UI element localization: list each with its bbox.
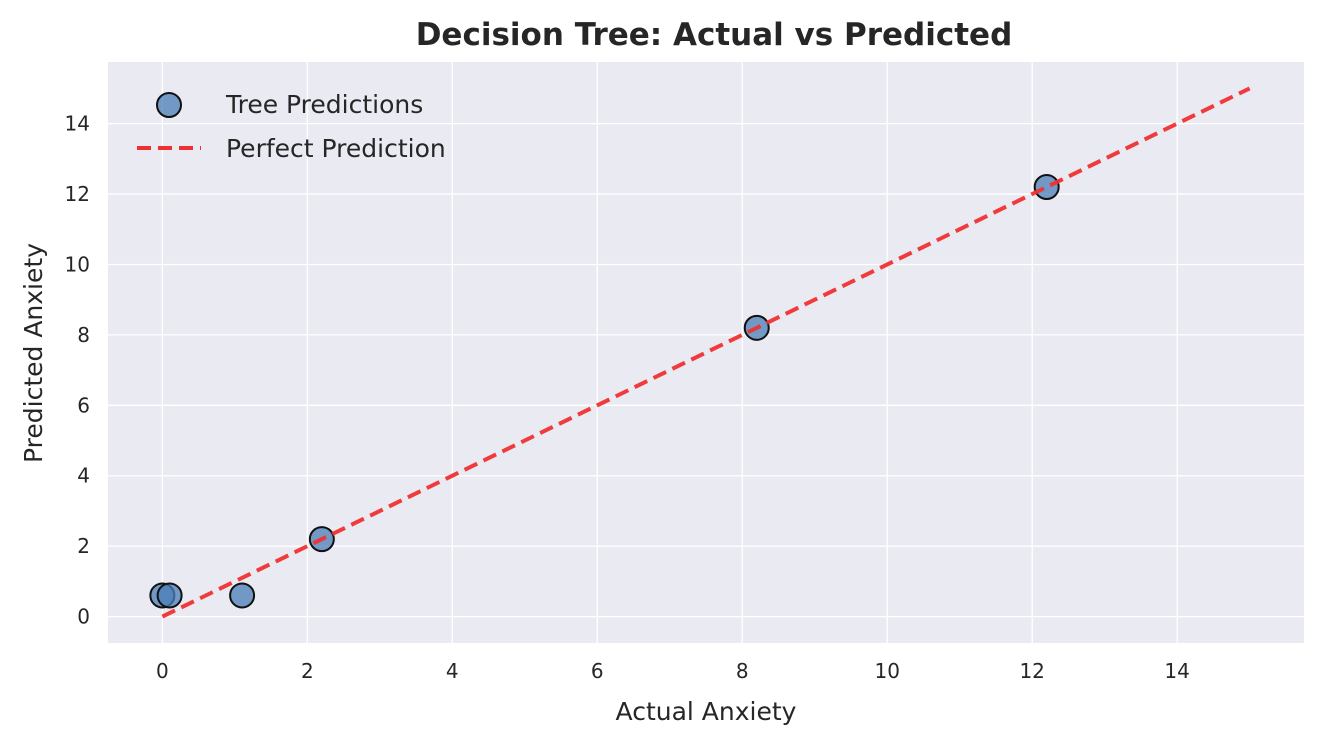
x-tick-label: 6 — [591, 659, 604, 683]
tick-labels: 0 2 4 6 8 10 12 14 0 2 4 6 8 10 12 14 — [65, 112, 1190, 683]
legend-label-perfect-prediction: Perfect Prediction — [226, 134, 446, 163]
y-tick-label: 2 — [77, 534, 90, 558]
legend-marker-tree-predictions — [156, 92, 182, 118]
x-tick-label: 8 — [736, 659, 749, 683]
x-tick-label: 14 — [1164, 659, 1189, 683]
x-tick-label: 10 — [874, 659, 899, 683]
perfect-prediction-line — [161, 86, 1251, 619]
series-layer — [149, 86, 1251, 619]
y-axis-label: Predicted Anxiety — [19, 243, 48, 463]
x-tick-label: 0 — [156, 659, 169, 683]
legend-label-tree-predictions: Tree Predictions — [225, 90, 423, 119]
y-tick-label: 6 — [77, 393, 90, 417]
legend: Tree Predictions Perfect Prediction — [137, 90, 446, 163]
x-tick-label: 2 — [301, 659, 314, 683]
x-tick-label: 12 — [1019, 659, 1044, 683]
grid-lines — [108, 62, 1304, 643]
y-tick-label: 4 — [77, 464, 90, 488]
y-tick-label: 12 — [65, 182, 90, 206]
y-tick-label: 14 — [65, 112, 90, 136]
y-tick-label: 10 — [65, 252, 90, 276]
y-tick-label: 0 — [77, 605, 90, 629]
y-tick-label: 8 — [77, 323, 90, 347]
x-tick-label: 4 — [446, 659, 459, 683]
chart-title: Decision Tree: Actual vs Predicted — [416, 17, 1013, 53]
scatter-point — [156, 582, 183, 609]
scatter-point — [1033, 174, 1060, 201]
scatter-point — [229, 582, 256, 609]
x-axis-label: Actual Anxiety — [616, 697, 797, 726]
